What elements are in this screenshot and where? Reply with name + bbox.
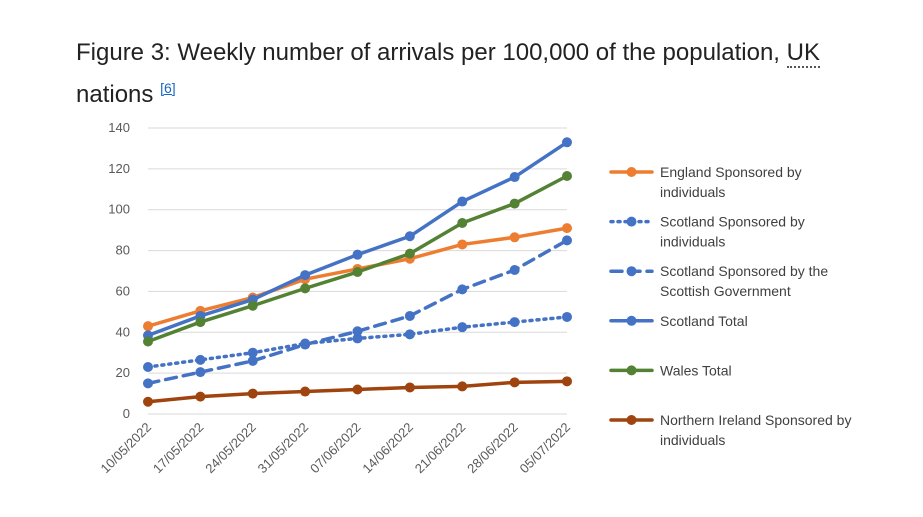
data-point-wales-total[interactable] (300, 283, 311, 294)
data-point-scotland-sponsored-by-individuals[interactable] (143, 362, 153, 373)
legend-marker (626, 167, 637, 177)
figure-title-text: Figure 3: Weekly number of arrivals per … (76, 39, 787, 66)
data-point-wales-total[interactable] (247, 300, 258, 311)
x-tick-label: 05/07/2022 (516, 420, 573, 477)
data-point-wales-total[interactable] (562, 171, 572, 182)
x-tick-label: 24/05/2022 (202, 420, 259, 477)
legend-label: Northern Ireland Sponsored by (660, 412, 851, 428)
data-point-scotland-sponsored-by-the-scottish-government[interactable] (352, 326, 363, 337)
data-point-wales-total[interactable] (195, 317, 206, 328)
series-northern-ireland-sponsored-by-individuals (143, 376, 572, 407)
data-point-northern-ireland-sponsored-by-individuals[interactable] (195, 391, 206, 402)
data-point-scotland-sponsored-by-the-scottish-government[interactable] (143, 378, 153, 389)
x-tick-label: 14/06/2022 (359, 420, 416, 477)
data-point-scotland-sponsored-by-individuals[interactable] (352, 333, 363, 344)
data-point-scotland-sponsored-by-the-scottish-government[interactable] (457, 284, 468, 295)
data-point-england-sponsored-by-individuals[interactable] (143, 321, 153, 332)
legend-label: individuals (660, 432, 725, 448)
legend-label: individuals (660, 234, 725, 250)
y-tick-label: 80 (116, 243, 130, 258)
data-point-scotland-total[interactable] (457, 196, 468, 207)
data-point-scotland-total[interactable] (352, 249, 363, 260)
data-point-scotland-sponsored-by-individuals[interactable] (562, 311, 572, 322)
y-tick-label: 60 (116, 283, 130, 298)
data-point-scotland-sponsored-by-the-scottish-government[interactable] (247, 355, 258, 366)
legend-label: individuals (660, 184, 725, 200)
legend-label: England Sponsored by (660, 164, 802, 180)
legend-item-northern-ireland-sponsored-by-individuals[interactable]: Northern Ireland Sponsored by individuals (609, 412, 851, 448)
y-tick-label: 100 (108, 202, 130, 217)
data-point-scotland-sponsored-by-the-scottish-government[interactable] (562, 235, 572, 246)
data-point-wales-total[interactable] (352, 267, 363, 278)
legend-item-england-sponsored-by-individuals[interactable]: England Sponsored by individuals (609, 164, 802, 200)
y-tick-label: 120 (108, 161, 130, 176)
x-tick-label: 21/06/2022 (412, 420, 469, 477)
data-point-scotland-total[interactable] (562, 137, 572, 148)
data-point-scotland-sponsored-by-individuals[interactable] (404, 329, 415, 340)
y-tick-label: 140 (108, 120, 130, 135)
figure-title-tail: nations (76, 81, 161, 108)
data-point-england-sponsored-by-individuals[interactable] (562, 223, 572, 234)
x-tick-label: 28/06/2022 (464, 420, 521, 477)
data-point-scotland-sponsored-by-individuals[interactable] (509, 317, 520, 328)
data-point-scotland-sponsored-by-individuals[interactable] (247, 347, 258, 358)
x-tick-label: 10/05/2022 (97, 420, 154, 477)
data-point-northern-ireland-sponsored-by-individuals[interactable] (404, 382, 415, 393)
data-point-scotland-sponsored-by-individuals[interactable] (457, 322, 468, 333)
legend-item-scotland-total[interactable]: Scotland Total (609, 313, 748, 329)
data-point-scotland-sponsored-by-the-scottish-government[interactable] (509, 264, 520, 275)
data-point-northern-ireland-sponsored-by-individuals[interactable] (509, 377, 520, 388)
series-scotland-sponsored-by-the-scottish-government (143, 235, 572, 389)
footnote-link[interactable]: [6] (160, 80, 176, 96)
chart-series (143, 137, 572, 407)
data-point-scotland-sponsored-by-the-scottish-government[interactable] (195, 367, 206, 378)
y-tick-label: 20 (116, 365, 130, 380)
data-point-northern-ireland-sponsored-by-individuals[interactable] (562, 376, 572, 387)
data-point-wales-total[interactable] (143, 336, 153, 347)
data-point-scotland-sponsored-by-individuals[interactable] (195, 354, 206, 365)
x-tick-label: 17/05/2022 (150, 420, 207, 477)
data-point-wales-total[interactable] (457, 217, 468, 228)
y-tick-label: 40 (116, 324, 130, 339)
data-point-northern-ireland-sponsored-by-individuals[interactable] (352, 384, 363, 395)
data-point-northern-ireland-sponsored-by-individuals[interactable] (247, 388, 258, 399)
data-point-scotland-total[interactable] (404, 231, 415, 242)
legend-label: Scotland Total (660, 313, 748, 329)
x-tick-label: 31/05/2022 (255, 420, 312, 477)
y-tick-label: 0 (123, 406, 130, 421)
legend-marker (626, 315, 637, 326)
data-point-wales-total[interactable] (509, 198, 520, 209)
data-point-england-sponsored-by-individuals[interactable] (509, 232, 520, 243)
legend-label: Scotland Sponsored by (660, 214, 805, 230)
legend-marker (626, 415, 637, 425)
legend-marker (626, 266, 637, 277)
x-axis-ticks: 10/05/202217/05/202224/05/202231/05/2022… (97, 420, 573, 477)
legend-marker (626, 365, 637, 376)
data-point-scotland-total[interactable] (509, 172, 520, 183)
data-point-northern-ireland-sponsored-by-individuals[interactable] (457, 381, 468, 392)
uk-abbreviation[interactable]: UK (786, 39, 820, 68)
legend-label: Scotland Sponsored by the (660, 263, 828, 279)
data-point-scotland-total[interactable] (300, 270, 311, 281)
data-point-northern-ireland-sponsored-by-individuals[interactable] (300, 386, 311, 397)
y-axis-ticks: 0 20 40 60 80 100 120 140 (108, 120, 130, 421)
data-point-scotland-sponsored-by-the-scottish-government[interactable] (404, 310, 415, 321)
legend-marker (626, 216, 637, 227)
legend-item-scotland-sponsored-by-the-scottish-government[interactable]: Scotland Sponsored by the Scottish Govern… (609, 263, 828, 299)
data-point-northern-ireland-sponsored-by-individuals[interactable] (143, 396, 153, 407)
legend-item-scotland-sponsored-by-individuals[interactable]: Scotland Sponsored by individuals (609, 214, 805, 250)
figure-title: Figure 3: Weekly number of arrivals per … (76, 32, 856, 116)
legend-label: Wales Total (660, 362, 732, 378)
data-point-scotland-sponsored-by-the-scottish-government[interactable] (300, 339, 311, 350)
legend-item-wales-total[interactable]: Wales Total (609, 362, 732, 378)
data-point-england-sponsored-by-individuals[interactable] (457, 239, 468, 250)
x-tick-label: 07/06/2022 (307, 420, 364, 477)
legend-label: Scottish Government (660, 283, 791, 299)
series-wales-total (143, 171, 572, 347)
data-point-wales-total[interactable] (404, 248, 415, 259)
chart-legend: England Sponsored byindividualsScotland … (609, 164, 851, 448)
